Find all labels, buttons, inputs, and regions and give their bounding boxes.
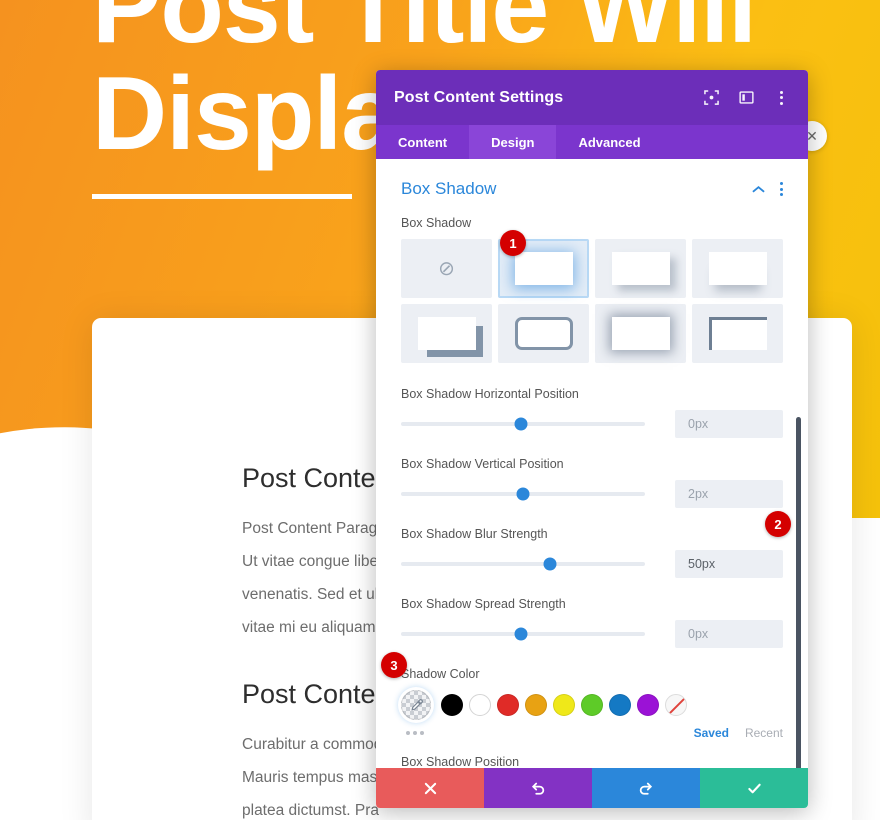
- no-shadow-icon: ⊘: [438, 258, 455, 280]
- box-shadow-position-field: Box Shadow Position Outer Shadow: [401, 755, 783, 768]
- post-content-settings-modal: Post Content Settings: [376, 70, 808, 808]
- slider-knob[interactable]: [514, 627, 528, 641]
- modal-body: Box Shadow Box Shadow ⊘: [376, 159, 808, 768]
- recent-colors-link[interactable]: Recent: [744, 726, 783, 740]
- post-paragraph-line: Ut vitae congue libe: [242, 552, 379, 570]
- swatch-green[interactable]: [581, 694, 603, 716]
- horizontal-position-value[interactable]: 0px: [675, 410, 783, 438]
- swatch-white[interactable]: [469, 694, 491, 716]
- box-shadow-preset-grid: ⊘: [401, 239, 783, 363]
- box-shadow-preset-7[interactable]: [692, 304, 783, 363]
- swatch-orange[interactable]: [525, 694, 547, 716]
- box-shadow-label: Box Shadow: [401, 216, 472, 230]
- post-paragraph-line: vitae mi eu aliquam: [242, 618, 376, 636]
- cancel-button[interactable]: [376, 768, 484, 808]
- box-shadow-preset-3[interactable]: [692, 239, 783, 298]
- section-more-icon[interactable]: [780, 182, 783, 196]
- spread-strength-field: Box Shadow Spread Strength 0px: [401, 597, 783, 648]
- spread-strength-label: Box Shadow Spread Strength: [401, 597, 566, 611]
- modal-tabs: Content Design Advanced: [376, 125, 808, 159]
- box-shadow-preset-none[interactable]: ⊘: [401, 239, 492, 298]
- blur-strength-value[interactable]: 50px: [675, 550, 783, 578]
- more-options-icon[interactable]: [772, 89, 790, 107]
- blur-strength-slider[interactable]: [401, 557, 645, 571]
- spread-strength-value[interactable]: 0px: [675, 620, 783, 648]
- swatch-purple[interactable]: [637, 694, 659, 716]
- post-paragraph2-line: Mauris tempus mas: [242, 768, 378, 786]
- step-badge-2: 2: [765, 511, 791, 537]
- hero-title-line-2: Displa: [92, 56, 399, 173]
- slider-knob[interactable]: [514, 417, 528, 431]
- box-shadow-preset-4[interactable]: [401, 304, 492, 363]
- shadow-color-label: Shadow Color: [401, 667, 480, 681]
- modal-header-actions: [702, 89, 790, 107]
- modal-footer: [376, 768, 808, 808]
- horizontal-position-slider[interactable]: [401, 417, 645, 431]
- horizontal-position-field: Box Shadow Horizontal Position 0px: [401, 387, 783, 438]
- hero-title: Post Title Will Displa: [92, 0, 880, 168]
- shadow-color-field: Shadow Color: [401, 667, 783, 740]
- box-shadow-preset-6[interactable]: [595, 304, 686, 363]
- modal-header: Post Content Settings: [376, 70, 808, 125]
- undo-button[interactable]: [484, 768, 592, 808]
- close-glyph: ✕: [806, 127, 818, 144]
- vertical-position-label: Box Shadow Vertical Position: [401, 457, 564, 471]
- modal-title: Post Content Settings: [394, 88, 564, 106]
- layout-panel-icon[interactable]: [737, 89, 755, 107]
- blur-strength-label: Box Shadow Blur Strength: [401, 527, 548, 541]
- swatch-none[interactable]: [665, 694, 687, 716]
- blur-strength-field: Box Shadow Blur Strength 50px: [401, 527, 783, 578]
- modal-scrollbar-thumb[interactable]: [796, 417, 801, 768]
- step-badge-1: 1: [500, 230, 526, 256]
- swatch-black[interactable]: [441, 694, 463, 716]
- slider-knob[interactable]: [516, 487, 530, 501]
- spread-strength-slider[interactable]: [401, 627, 645, 641]
- post-paragraph2-line: platea dictumst. Pra: [242, 801, 379, 819]
- box-shadow-preset-5[interactable]: [498, 304, 589, 363]
- tab-advanced[interactable]: Advanced: [578, 134, 641, 150]
- redo-button[interactable]: [592, 768, 700, 808]
- swatch-red[interactable]: [497, 694, 519, 716]
- post-heading-2: Post Content: [242, 678, 399, 709]
- hero-divider: [92, 194, 352, 199]
- vertical-position-value[interactable]: 2px: [675, 480, 783, 508]
- tab-content[interactable]: Content: [398, 134, 448, 150]
- post-heading-1: Post Conten: [242, 463, 391, 493]
- vertical-position-slider[interactable]: [401, 487, 645, 501]
- color-picker-eyedropper-icon[interactable]: [401, 690, 431, 720]
- step-badge-3: 3: [381, 652, 407, 678]
- shadow-color-meta: Saved Recent: [401, 726, 783, 740]
- swatch-blue[interactable]: [609, 694, 631, 716]
- section-title: Box Shadow: [401, 179, 497, 198]
- slider-knob[interactable]: [543, 557, 557, 571]
- focus-icon[interactable]: [702, 89, 720, 107]
- post-paragraph-line: Post Content Paragr: [242, 519, 383, 537]
- box-shadow-preset-2[interactable]: [595, 239, 686, 298]
- horizontal-position-label: Box Shadow Horizontal Position: [401, 387, 579, 401]
- post-content-body: Post Conten Post Content Paragr Ut vitae…: [242, 462, 802, 820]
- more-colors-icon[interactable]: [401, 731, 441, 735]
- box-shadow-position-label: Box Shadow Position: [401, 755, 520, 768]
- hero-title-line-1: Post Title Will: [92, 0, 757, 65]
- vertical-position-field: Box Shadow Vertical Position 2px: [401, 457, 783, 508]
- box-shadow-section-header: Box Shadow: [401, 179, 783, 199]
- post-paragraph2-line: Curabitur a commod: [242, 735, 383, 753]
- post-paragraph-line: venenatis. Sed et ul: [242, 585, 379, 603]
- chevron-up-icon[interactable]: [752, 182, 765, 197]
- saved-colors-link[interactable]: Saved: [693, 726, 729, 740]
- swatch-yellow[interactable]: [553, 694, 575, 716]
- shadow-color-swatches: [401, 690, 783, 720]
- tab-design[interactable]: Design: [469, 125, 557, 159]
- save-button[interactable]: [700, 768, 808, 808]
